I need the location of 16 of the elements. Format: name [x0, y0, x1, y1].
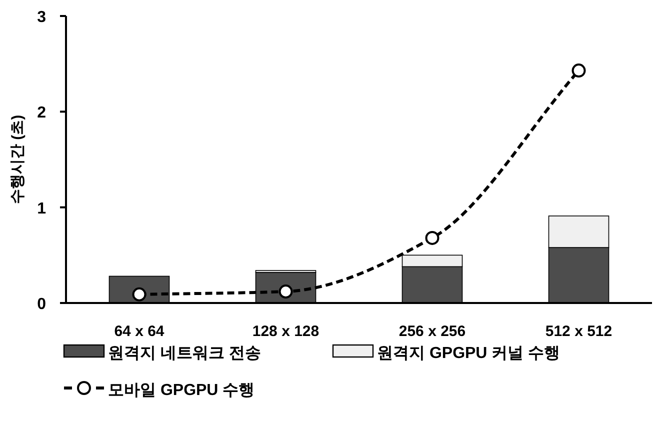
point — [278, 284, 293, 299]
x-tick-label: 64 x 64 — [114, 323, 165, 340]
legend-label: 모바일 GPGPU 수행 — [108, 382, 255, 399]
point — [425, 230, 440, 245]
y-tick-label: 3 — [37, 9, 46, 26]
point — [132, 287, 146, 302]
y-tick-label: 1 — [37, 200, 46, 218]
x-tick-label: 128 x 128 — [252, 323, 320, 340]
legend-label: 원격지 GPGPU 커널 수행 — [377, 345, 560, 362]
y-tick-label: 2 — [37, 104, 46, 122]
point — [572, 64, 586, 78]
legend-label: 원격지 네트워크 전송 — [108, 345, 261, 362]
x-tick-label: 256 x 256 — [398, 323, 466, 340]
x-tick-label: 512 x 512 — [545, 323, 612, 340]
y-axis-title: 수행시간 (초) — [9, 114, 26, 204]
y-tick-label: 0 — [37, 296, 46, 313]
